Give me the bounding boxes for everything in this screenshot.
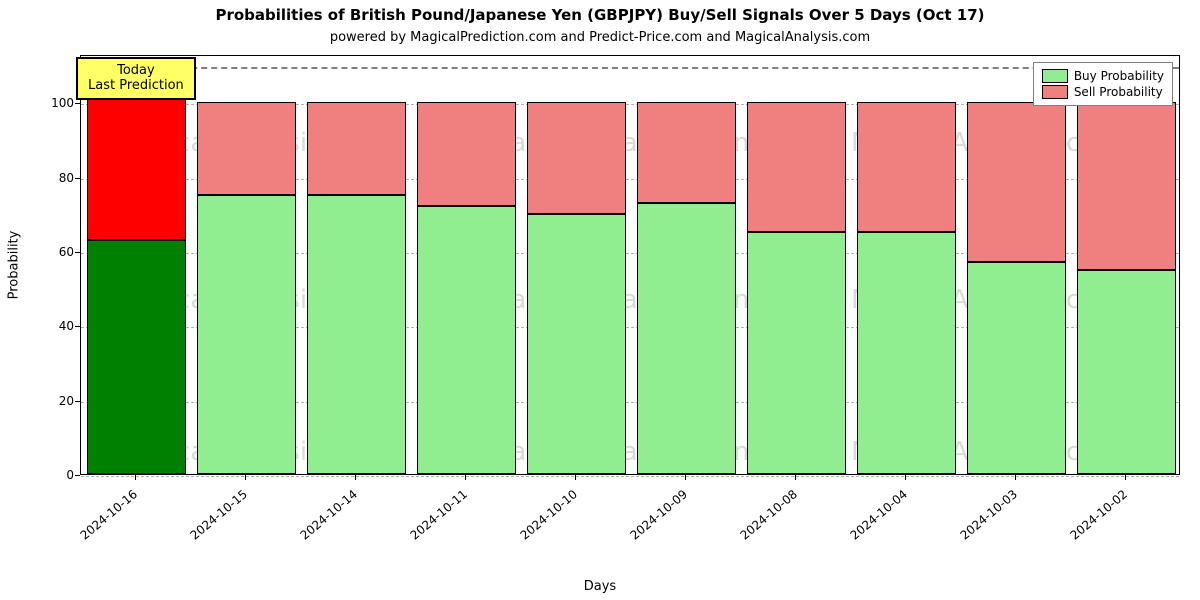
y-tick-mark — [75, 252, 80, 253]
annotation-line2: Last Prediction — [88, 78, 184, 94]
bar-sell — [747, 102, 846, 232]
bar-sell — [967, 102, 1066, 262]
y-tick-label: 80 — [28, 171, 74, 185]
x-tick-mark — [245, 475, 246, 480]
x-tick-mark — [795, 475, 796, 480]
x-tick-label: 2024-10-15 — [241, 487, 250, 498]
x-tick-label: 2024-10-16 — [131, 487, 140, 498]
x-axis-label: Days — [0, 579, 1200, 594]
y-tick-label: 0 — [28, 468, 74, 482]
x-tick-label: 2024-10-02 — [1121, 487, 1130, 498]
bar-buy — [197, 195, 296, 474]
bar-buy — [1077, 270, 1176, 474]
legend: Buy Probability Sell Probability — [1033, 62, 1173, 106]
legend-item: Sell Probability — [1042, 85, 1164, 99]
y-tick-label: 20 — [28, 394, 74, 408]
x-tick-mark — [1015, 475, 1016, 480]
bar-buy — [637, 203, 736, 474]
y-tick-mark — [75, 326, 80, 327]
x-tick-mark — [905, 475, 906, 480]
bar-buy — [747, 232, 846, 474]
bar-sell — [307, 102, 406, 195]
x-tick-label: 2024-10-11 — [461, 487, 470, 498]
bar-group — [747, 54, 846, 474]
chart-title: Probabilities of British Pound/Japanese … — [0, 6, 1200, 24]
y-tick-mark — [75, 103, 80, 104]
legend-label: Buy Probability — [1074, 69, 1164, 83]
chart-subtitle: powered by MagicalPrediction.com and Pre… — [0, 30, 1200, 45]
bar-group — [307, 54, 406, 474]
y-axis-label: Probability — [7, 231, 22, 300]
x-tick-label: 2024-10-09 — [681, 487, 690, 498]
bar-group — [857, 54, 956, 474]
x-tick-mark — [575, 475, 576, 480]
x-tick-label: 2024-10-08 — [791, 487, 800, 498]
legend-swatch — [1042, 69, 1068, 83]
bar-sell — [197, 102, 296, 195]
bar-sell — [527, 102, 626, 214]
annotation-line1: Today — [88, 63, 184, 79]
bar-group — [527, 54, 626, 474]
plot-area: MagicalAnalysis.comMagicalAnalysis.comMa… — [80, 55, 1180, 475]
bar-group — [637, 54, 736, 474]
y-tick-label: 100 — [28, 96, 74, 110]
bar-buy — [527, 214, 626, 474]
bar-buy — [87, 240, 186, 474]
bar-group — [1077, 54, 1176, 474]
x-tick-label: 2024-10-10 — [571, 487, 580, 498]
chart-container: Probabilities of British Pound/Japanese … — [0, 0, 1200, 600]
y-tick-label: 60 — [28, 245, 74, 259]
bar-group — [87, 54, 186, 474]
legend-item: Buy Probability — [1042, 69, 1164, 83]
y-tick-mark — [75, 475, 80, 476]
bar-sell — [637, 102, 736, 202]
x-tick-mark — [135, 475, 136, 480]
bar-sell — [1077, 102, 1176, 269]
bar-buy — [307, 195, 406, 474]
x-tick-mark — [465, 475, 466, 480]
bar-sell — [417, 102, 516, 206]
x-tick-mark — [1125, 475, 1126, 480]
x-tick-label: 2024-10-04 — [901, 487, 910, 498]
bar-group — [197, 54, 296, 474]
x-tick-mark — [685, 475, 686, 480]
bar-group — [967, 54, 1066, 474]
legend-swatch — [1042, 85, 1068, 99]
today-annotation: Today Last Prediction — [76, 57, 196, 100]
bar-sell — [857, 102, 956, 232]
bar-group — [417, 54, 516, 474]
x-tick-label: 2024-10-14 — [351, 487, 360, 498]
y-tick-mark — [75, 178, 80, 179]
x-tick-label: 2024-10-03 — [1011, 487, 1020, 498]
x-tick-mark — [355, 475, 356, 480]
bar-buy — [857, 232, 956, 474]
bar-buy — [417, 206, 516, 474]
legend-label: Sell Probability — [1074, 85, 1163, 99]
y-tick-mark — [75, 401, 80, 402]
y-tick-label: 40 — [28, 319, 74, 333]
bar-buy — [967, 262, 1066, 474]
